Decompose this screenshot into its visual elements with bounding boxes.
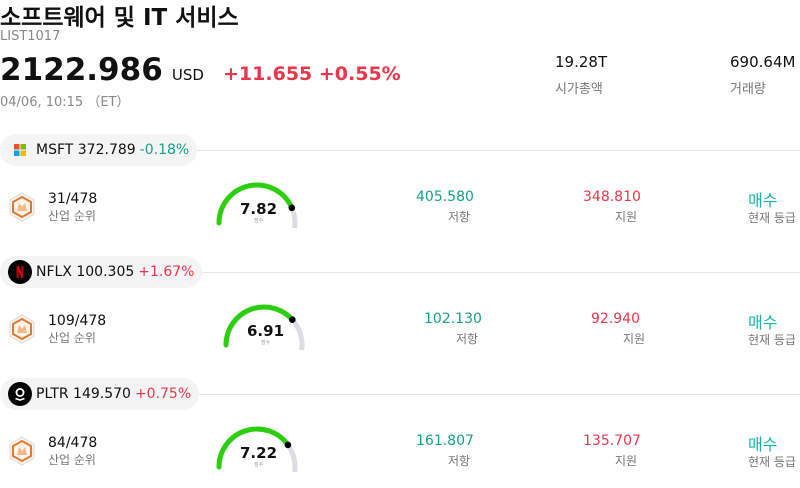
- score-gauge-arc: [216, 426, 298, 483]
- score-label: 점수: [254, 462, 264, 468]
- microsoft-logo: [8, 138, 32, 162]
- resistance-value: 102.130: [424, 311, 482, 327]
- score-gauge: [215, 178, 305, 239]
- support-value: 348.810: [583, 189, 641, 205]
- stock-symbol-price: MSFT 372.789: [36, 142, 136, 158]
- industry-rank-badge-icon: [8, 436, 36, 466]
- industry-rank: 31/478: [48, 191, 98, 207]
- stock-chip[interactable]: MSFT 372.789 -0.18%: [0, 134, 198, 166]
- score-value: 6.91: [247, 322, 285, 340]
- page-title: 소프트웨어 및 IT 서비스: [0, 5, 239, 31]
- stock-change: +1.67%: [138, 264, 195, 280]
- industry-rank-label: 산업 순위: [48, 331, 96, 345]
- industry-rank-label: 산업 순위: [48, 209, 96, 223]
- price-row: 2122.986 USD +11.655 +0.55%: [0, 52, 401, 88]
- rating-value[interactable]: 매수: [748, 191, 778, 210]
- currency-label: USD: [171, 66, 204, 84]
- support-value: 92.940: [591, 311, 640, 327]
- resistance-label: 저항: [448, 454, 471, 468]
- score-gauge-arc: [216, 182, 298, 239]
- stock-symbol-price: NFLX 100.305: [36, 264, 135, 280]
- rating-label: 현재 등급: [748, 455, 796, 469]
- score-label: 점수: [261, 340, 271, 346]
- netflix-logo: [8, 260, 32, 284]
- stock-change: +0.75%: [134, 386, 192, 402]
- support-value: 135.707: [583, 433, 641, 449]
- stock-symbol-price: PLTR 149.570: [36, 386, 131, 402]
- market-cap-value: 19.28T: [555, 53, 608, 71]
- support-label: 지원: [615, 210, 638, 224]
- stock-chip[interactable]: PLTR 149.570 +0.75%: [0, 378, 200, 410]
- score-value: 7.22: [240, 444, 278, 462]
- score-label: 점수: [254, 218, 264, 224]
- rating-label: 현재 등급: [748, 333, 796, 347]
- timestamp: 04/06, 10:15 （ET）: [0, 95, 130, 110]
- industry-rank-badge-icon: [8, 192, 36, 222]
- rating-label: 현재 등급: [748, 211, 796, 225]
- row-divider: [196, 272, 800, 273]
- industry-rank-badge-icon: [8, 314, 36, 344]
- volume-label: 거래량: [730, 82, 766, 97]
- resistance-value: 161.807: [416, 433, 474, 449]
- rating-value[interactable]: 매수: [748, 313, 778, 332]
- score-gauge-arc: [223, 304, 305, 361]
- industry-rank: 84/478: [48, 435, 98, 451]
- industry-rank-label: 산업 순위: [48, 453, 96, 467]
- stock-change: -0.18%: [139, 142, 190, 158]
- index-code: LIST1017: [0, 29, 61, 44]
- volume-stat: 690.64M 거래량: [730, 53, 795, 97]
- resistance-label: 저항: [456, 332, 479, 346]
- index-price: 2122.986: [0, 52, 163, 88]
- palantir-logo: [8, 382, 32, 406]
- stock-chip[interactable]: NFLX 100.305 +1.67%: [0, 256, 203, 288]
- volume-value: 690.64M: [730, 53, 796, 71]
- score-value: 7.82: [240, 200, 278, 218]
- market-cap-label: 시가총액: [555, 82, 603, 97]
- support-label: 지원: [623, 332, 646, 346]
- score-gauge: [215, 422, 305, 483]
- rating-value[interactable]: 매수: [748, 435, 778, 454]
- score-gauge: [222, 300, 312, 361]
- resistance-value: 405.580: [416, 189, 474, 205]
- resistance-label: 저항: [448, 210, 471, 224]
- industry-rank: 109/478: [48, 313, 107, 329]
- row-divider: [196, 394, 800, 395]
- row-divider: [196, 150, 800, 151]
- market-cap-stat: 19.28T 시가총액: [555, 53, 607, 97]
- index-change: +11.655 +0.55%: [223, 63, 401, 85]
- support-label: 지원: [615, 454, 638, 468]
